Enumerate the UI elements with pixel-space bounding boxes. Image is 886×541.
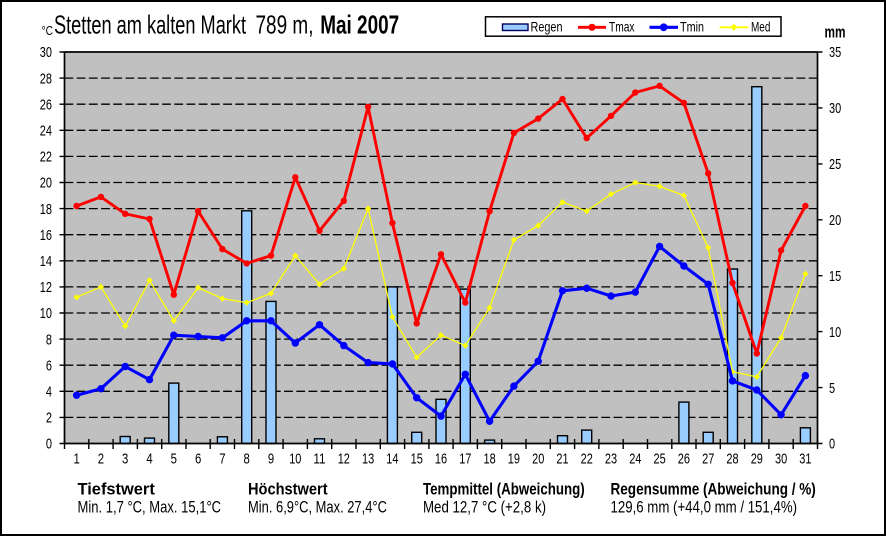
- svg-text:11: 11: [313, 451, 325, 468]
- svg-text:19: 19: [508, 451, 520, 468]
- svg-text:21: 21: [556, 451, 568, 468]
- svg-text:29: 29: [751, 451, 763, 468]
- svg-text:8: 8: [46, 331, 52, 348]
- svg-text:27: 27: [702, 451, 714, 468]
- svg-text:24: 24: [40, 123, 52, 140]
- svg-text:13: 13: [362, 451, 374, 468]
- svg-text:4: 4: [46, 384, 52, 401]
- svg-text:Tmin: Tmin: [680, 19, 704, 35]
- svg-text:16: 16: [435, 451, 447, 468]
- svg-text:Med 12,7 °C (+2,8 k): Med 12,7 °C (+2,8 k): [423, 498, 546, 516]
- svg-text:17: 17: [459, 451, 471, 468]
- svg-text:28: 28: [726, 451, 738, 468]
- svg-text:35: 35: [829, 44, 841, 61]
- svg-text:10: 10: [289, 451, 301, 468]
- svg-text:26: 26: [40, 96, 52, 113]
- svg-text:30: 30: [775, 451, 787, 468]
- svg-text:3: 3: [122, 451, 128, 468]
- svg-text:18: 18: [40, 201, 52, 218]
- svg-text:5: 5: [829, 380, 835, 397]
- svg-text:24: 24: [629, 451, 641, 468]
- svg-text:16: 16: [40, 227, 52, 244]
- svg-text:Med: Med: [751, 19, 770, 35]
- svg-text:2: 2: [46, 410, 52, 427]
- svg-text:7: 7: [219, 451, 225, 468]
- svg-text:25: 25: [829, 156, 841, 173]
- svg-text:1: 1: [73, 451, 79, 468]
- svg-text:°C: °C: [42, 23, 54, 38]
- svg-text:129,6 mm (+44,0 mm / 151,4%): 129,6 mm (+44,0 mm / 151,4%): [611, 498, 798, 516]
- svg-text:2: 2: [98, 451, 104, 468]
- svg-text:mm: mm: [825, 23, 846, 42]
- svg-text:18: 18: [484, 451, 496, 468]
- svg-text:14: 14: [386, 451, 398, 468]
- svg-text:26: 26: [678, 451, 690, 468]
- svg-text:12: 12: [40, 279, 52, 296]
- svg-text:Tiefstwert: Tiefstwert: [78, 481, 156, 499]
- svg-text:10: 10: [829, 324, 841, 341]
- svg-text:12: 12: [338, 451, 350, 468]
- svg-text:6: 6: [46, 357, 52, 374]
- svg-text:20: 20: [829, 212, 841, 229]
- svg-text:Tmax: Tmax: [609, 19, 635, 35]
- svg-text:Tempmittel (Abweichung): Tempmittel (Abweichung): [423, 481, 585, 499]
- svg-text:14: 14: [40, 253, 52, 270]
- svg-text:9: 9: [268, 451, 274, 468]
- svg-text:789 m,: 789 m,: [256, 10, 314, 40]
- svg-text:0: 0: [829, 436, 835, 453]
- svg-text:20: 20: [40, 175, 52, 192]
- svg-text:5: 5: [171, 451, 177, 468]
- svg-text:23: 23: [605, 451, 617, 468]
- svg-text:Regen: Regen: [531, 19, 563, 35]
- svg-text:Min. 6,9°C, Max. 27,4°C: Min. 6,9°C, Max. 27,4°C: [248, 498, 387, 516]
- svg-text:Stetten am kalten Markt: Stetten am kalten Markt: [54, 10, 247, 40]
- svg-text:28: 28: [40, 70, 52, 87]
- svg-text:22: 22: [581, 451, 593, 468]
- svg-text:Regensumme (Abweichung / %): Regensumme (Abweichung / %): [611, 481, 816, 499]
- svg-text:Höchstwert: Höchstwert: [248, 481, 328, 499]
- svg-text:20: 20: [532, 451, 544, 468]
- svg-text:0: 0: [46, 436, 52, 453]
- svg-text:15: 15: [411, 451, 423, 468]
- svg-text:25: 25: [654, 451, 666, 468]
- svg-text:30: 30: [829, 100, 841, 117]
- svg-text:Mai 2007: Mai 2007: [320, 10, 399, 40]
- svg-text:4: 4: [146, 451, 152, 468]
- svg-text:30: 30: [40, 44, 52, 61]
- svg-text:22: 22: [40, 149, 52, 166]
- svg-text:10: 10: [40, 305, 52, 322]
- svg-text:8: 8: [244, 451, 250, 468]
- svg-text:31: 31: [799, 451, 811, 468]
- svg-text:Min. 1,7 °C, Max. 15,1°C: Min. 1,7 °C, Max. 15,1°C: [78, 498, 222, 516]
- svg-text:15: 15: [829, 268, 841, 285]
- svg-text:6: 6: [195, 451, 201, 468]
